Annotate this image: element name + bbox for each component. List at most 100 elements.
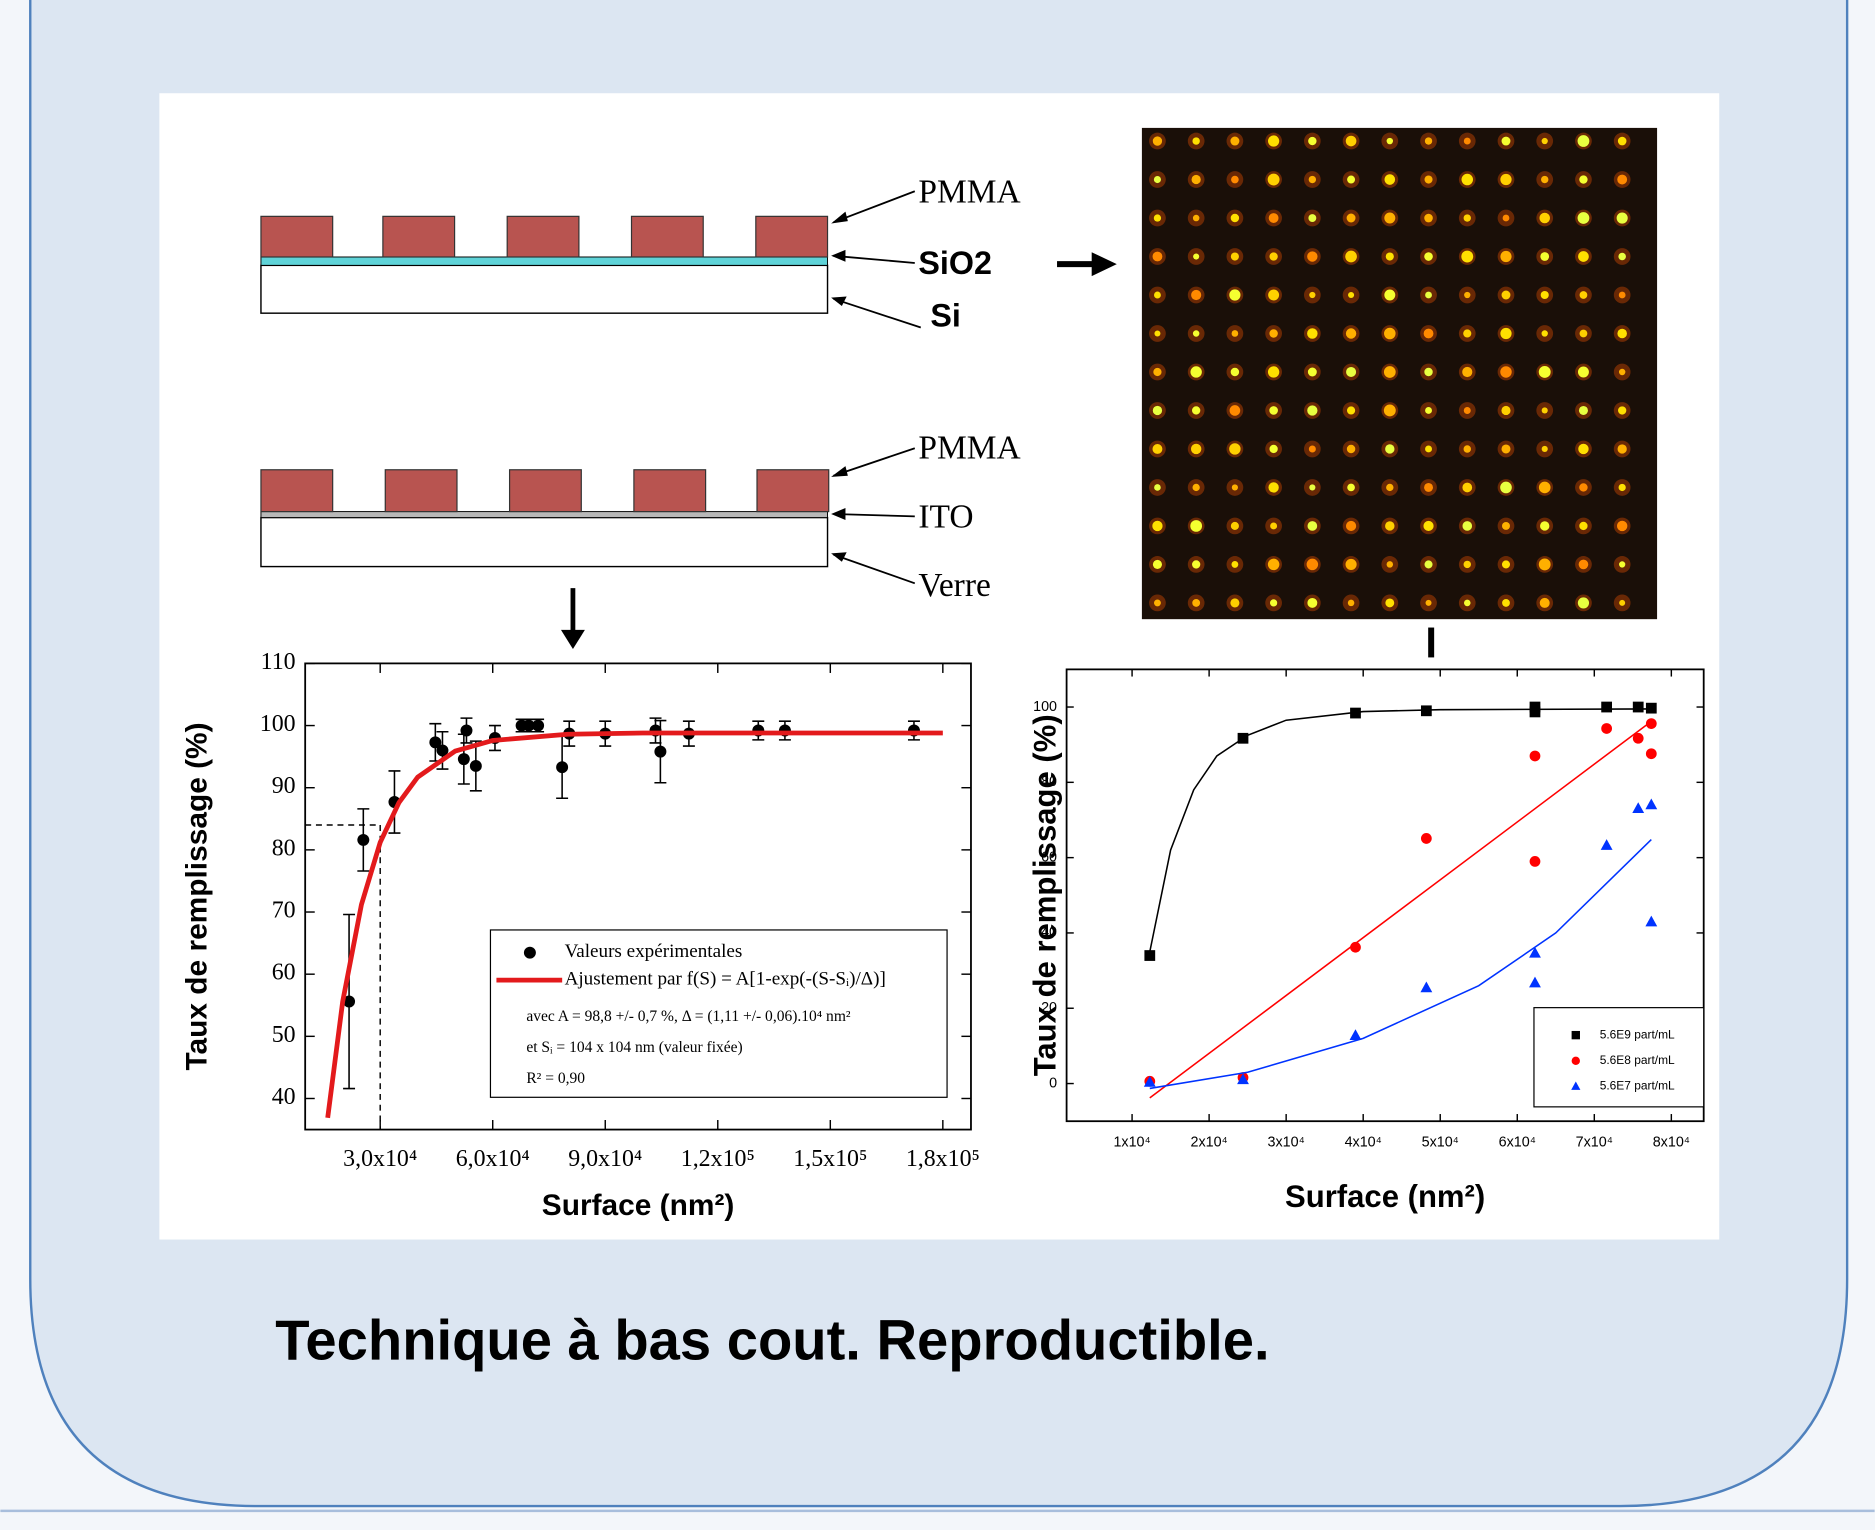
marker xyxy=(1420,833,1432,844)
x-axis-label: Surface (nm²) xyxy=(1285,1179,1485,1214)
marker xyxy=(436,744,449,757)
y-tick-label: 40 xyxy=(272,1084,296,1110)
dot xyxy=(1500,250,1512,263)
y-tick-label: 80 xyxy=(1041,774,1057,790)
y-tick-label: 70 xyxy=(272,898,296,924)
x-tick-label: 6x10⁴ xyxy=(1499,1135,1536,1151)
dot xyxy=(1231,561,1239,568)
dot xyxy=(1462,482,1473,493)
image-background xyxy=(1141,127,1658,620)
dot xyxy=(1308,214,1317,222)
dot xyxy=(1230,213,1240,223)
dot xyxy=(1383,404,1396,417)
resist-block xyxy=(755,215,829,258)
dot xyxy=(1501,290,1511,300)
marker xyxy=(523,946,536,959)
dot xyxy=(1231,484,1238,491)
dot xyxy=(1579,329,1588,338)
x-tick-label: 1,2x10⁵ xyxy=(681,1146,755,1172)
y-tick-label: 50 xyxy=(272,1022,296,1048)
dot xyxy=(1578,405,1588,415)
arrow-head xyxy=(560,629,585,650)
layer-label: Verre xyxy=(918,567,990,604)
dot xyxy=(1538,558,1551,571)
marker xyxy=(1529,856,1541,867)
dot xyxy=(1153,175,1161,184)
plot-frame xyxy=(1065,668,1705,1123)
dot xyxy=(1153,214,1162,222)
dot xyxy=(1424,560,1433,569)
dot xyxy=(1192,406,1201,415)
marker xyxy=(1349,1029,1362,1041)
marker xyxy=(1529,750,1541,762)
dot xyxy=(1579,521,1588,531)
dot xyxy=(1192,560,1201,569)
marker xyxy=(1645,748,1657,760)
marker xyxy=(1529,946,1541,958)
dot xyxy=(1345,328,1357,339)
dot xyxy=(1463,329,1472,338)
dot xyxy=(1540,290,1549,300)
dot xyxy=(1500,173,1512,186)
dot xyxy=(1154,484,1161,491)
marker xyxy=(1571,1056,1580,1066)
y-tick-label: 20 xyxy=(1041,1000,1057,1016)
caption: Technique à bas cout. Reproductible. xyxy=(275,1309,1269,1372)
dot xyxy=(1346,213,1356,223)
x-tick-label: 1x10⁴ xyxy=(1113,1135,1150,1151)
dot xyxy=(1384,212,1396,224)
marker xyxy=(1601,701,1613,713)
dot xyxy=(1461,250,1474,263)
leader-arrowheads xyxy=(831,211,848,306)
dot xyxy=(1309,291,1316,299)
y-axis-label: Taux de remplissage (%) xyxy=(181,722,214,1070)
dot xyxy=(1268,289,1280,301)
dot xyxy=(1425,445,1433,453)
dot xyxy=(1383,366,1396,378)
x-tick-label: 1,8x10⁵ xyxy=(906,1146,980,1172)
y-tick-label: 80 xyxy=(272,835,296,861)
dot xyxy=(1346,406,1356,415)
dot xyxy=(1306,558,1319,571)
dot xyxy=(1269,329,1278,338)
y-axis-label: Taux de remplissage (%) xyxy=(1028,714,1063,1076)
dot xyxy=(1153,291,1161,299)
x-tick-label: 8x10⁴ xyxy=(1653,1135,1690,1151)
dot xyxy=(1463,137,1471,145)
dot xyxy=(1269,599,1278,607)
dot xyxy=(1577,366,1589,378)
dot xyxy=(1307,367,1317,377)
y-tick-label: 60 xyxy=(1041,849,1057,865)
dot xyxy=(1384,174,1396,185)
dot xyxy=(1617,136,1627,146)
dot xyxy=(1578,559,1589,570)
marker xyxy=(1420,705,1432,717)
x-tick-label: 7x10⁴ xyxy=(1576,1135,1613,1151)
dot xyxy=(1347,483,1355,492)
dot xyxy=(1154,330,1161,337)
substrate xyxy=(260,264,829,314)
dot xyxy=(1384,289,1396,301)
dot xyxy=(1346,366,1357,377)
x-tick-label: 3,0x10⁴ xyxy=(343,1146,417,1172)
dot xyxy=(1345,250,1357,263)
dot xyxy=(1229,405,1241,416)
dot xyxy=(1618,291,1626,299)
dot xyxy=(1345,558,1357,570)
legend-label: Valeurs expérimentales xyxy=(565,941,743,962)
y-tick-label: 0 xyxy=(1049,1075,1057,1091)
dot xyxy=(1347,175,1356,184)
x-tick-label: 9,0x10⁴ xyxy=(568,1146,642,1172)
stack-diagram-top: PMMA SiO2 Si xyxy=(260,174,1021,333)
dot xyxy=(1463,445,1471,453)
dot xyxy=(1269,406,1278,415)
dot xyxy=(1269,444,1278,454)
fit-line xyxy=(325,730,943,1119)
dot xyxy=(1541,445,1548,453)
dot xyxy=(1464,291,1471,299)
dot xyxy=(1230,136,1240,146)
fluorescence-image xyxy=(1141,127,1658,620)
resist-block xyxy=(260,469,334,513)
marker xyxy=(1571,1081,1581,1090)
dot xyxy=(1385,444,1395,454)
